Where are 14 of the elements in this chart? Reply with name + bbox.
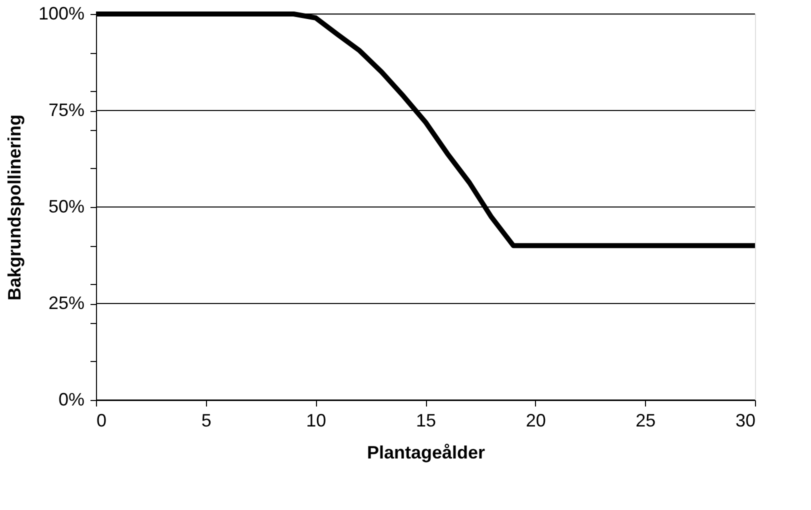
x-tick-label: 10 xyxy=(306,410,326,430)
x-tick-label: 25 xyxy=(636,410,656,430)
x-tick-label: 0 xyxy=(96,410,107,430)
y-tick-label: 75% xyxy=(48,100,84,120)
x-tick-label: 20 xyxy=(526,410,546,430)
x-tick-label: 30 xyxy=(735,410,756,430)
y-tick-label: 0% xyxy=(58,390,84,410)
y-tick-label: 25% xyxy=(48,293,84,313)
y-tick-label: 100% xyxy=(38,4,84,24)
x-tick-label: 5 xyxy=(201,410,212,430)
x-tick-label: 15 xyxy=(416,410,436,430)
y-axis-title: Bakgrundspollinering xyxy=(4,114,24,301)
y-tick-label: 50% xyxy=(48,196,84,216)
x-axis-title: Plantageålder xyxy=(366,442,486,462)
